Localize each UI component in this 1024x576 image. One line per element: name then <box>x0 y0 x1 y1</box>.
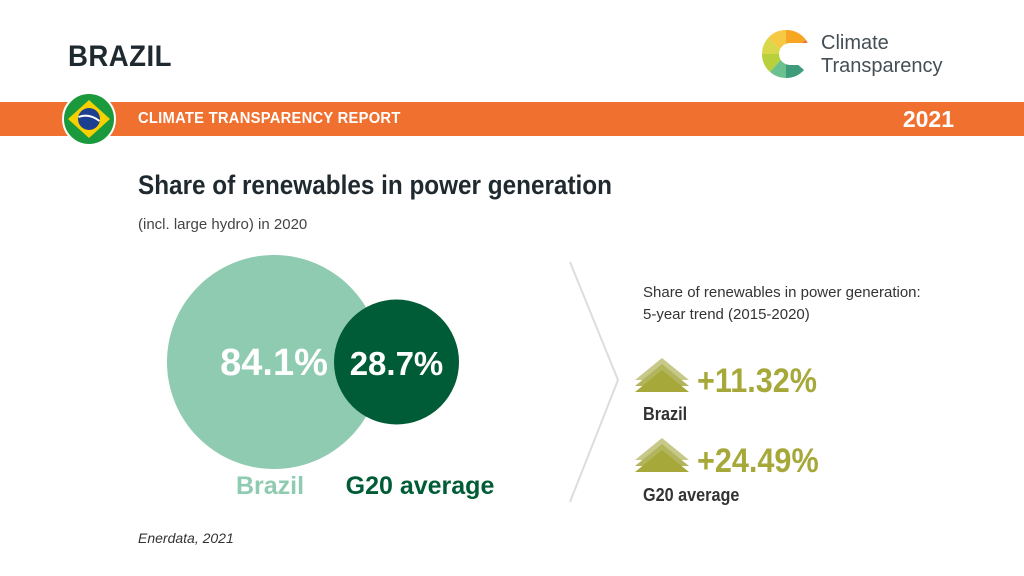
category-label-brazil: Brazil <box>236 472 304 500</box>
country-title: BRAZIL <box>68 40 172 73</box>
brand-line-1: Climate <box>821 32 889 54</box>
value-label-g20: 28.7% <box>350 345 444 382</box>
chart-title: Share of renewables in power generation <box>138 170 612 200</box>
report-label: CLIMATE TRANSPARENCY REPORT <box>138 110 401 127</box>
trend-heading-line-2: 5-year trend (2015-2020) <box>643 306 810 323</box>
up-arrow-icon <box>635 358 689 392</box>
value-label-brazil: 84.1% <box>220 342 328 384</box>
divider-chevron <box>569 261 620 503</box>
trend-heading: Share of renewables in power generation:… <box>643 282 983 326</box>
bubble-brazil <box>167 255 381 469</box>
report-banner: CLIMATE TRANSPARENCY REPORT 2021 <box>0 102 1024 136</box>
chart-subtitle: (incl. large hydro) in 2020 <box>138 216 308 233</box>
trend-heading-line-1: Share of renewables in power generation: <box>643 284 921 301</box>
up-arrow-icon <box>635 438 689 472</box>
report-year: 2021 <box>902 106 954 132</box>
logo-icon <box>761 29 812 79</box>
trend-label-brazil: Brazil <box>643 404 688 424</box>
brand-line-2: Transparency <box>821 55 943 77</box>
climate-transparency-logo: Climate Transparency <box>760 26 960 86</box>
bubble-g20 <box>334 299 460 425</box>
trend-value-g20: +24.49% <box>697 442 819 480</box>
brazil-flag-icon <box>62 92 116 146</box>
trend-value-brazil: +11.32% <box>697 362 817 400</box>
trend-label-g20: G20 average <box>643 485 740 505</box>
source-note: Enerdata, 2021 <box>138 530 234 546</box>
category-label-g20: G20 average <box>346 472 495 500</box>
